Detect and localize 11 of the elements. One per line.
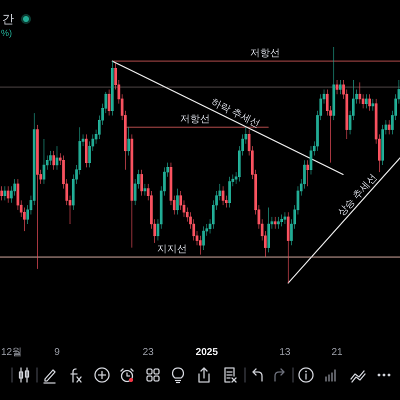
x-tick-label: 23 <box>142 347 154 358</box>
x-tick-label: 2025 <box>196 347 218 358</box>
annotation: 저항선 <box>180 114 210 126</box>
x-tick-label: 12월 <box>0 347 22 358</box>
chart-title: 간 <box>2 12 14 26</box>
x-tick-label: 13 <box>279 347 291 358</box>
annotation: 저항선 <box>250 48 280 60</box>
x-tick-label: 21 <box>331 347 344 358</box>
x-tick-label: 9 <box>54 347 60 358</box>
chart-subtitle: %) <box>1 28 12 38</box>
ref-line-label: 지지선 <box>157 244 187 256</box>
